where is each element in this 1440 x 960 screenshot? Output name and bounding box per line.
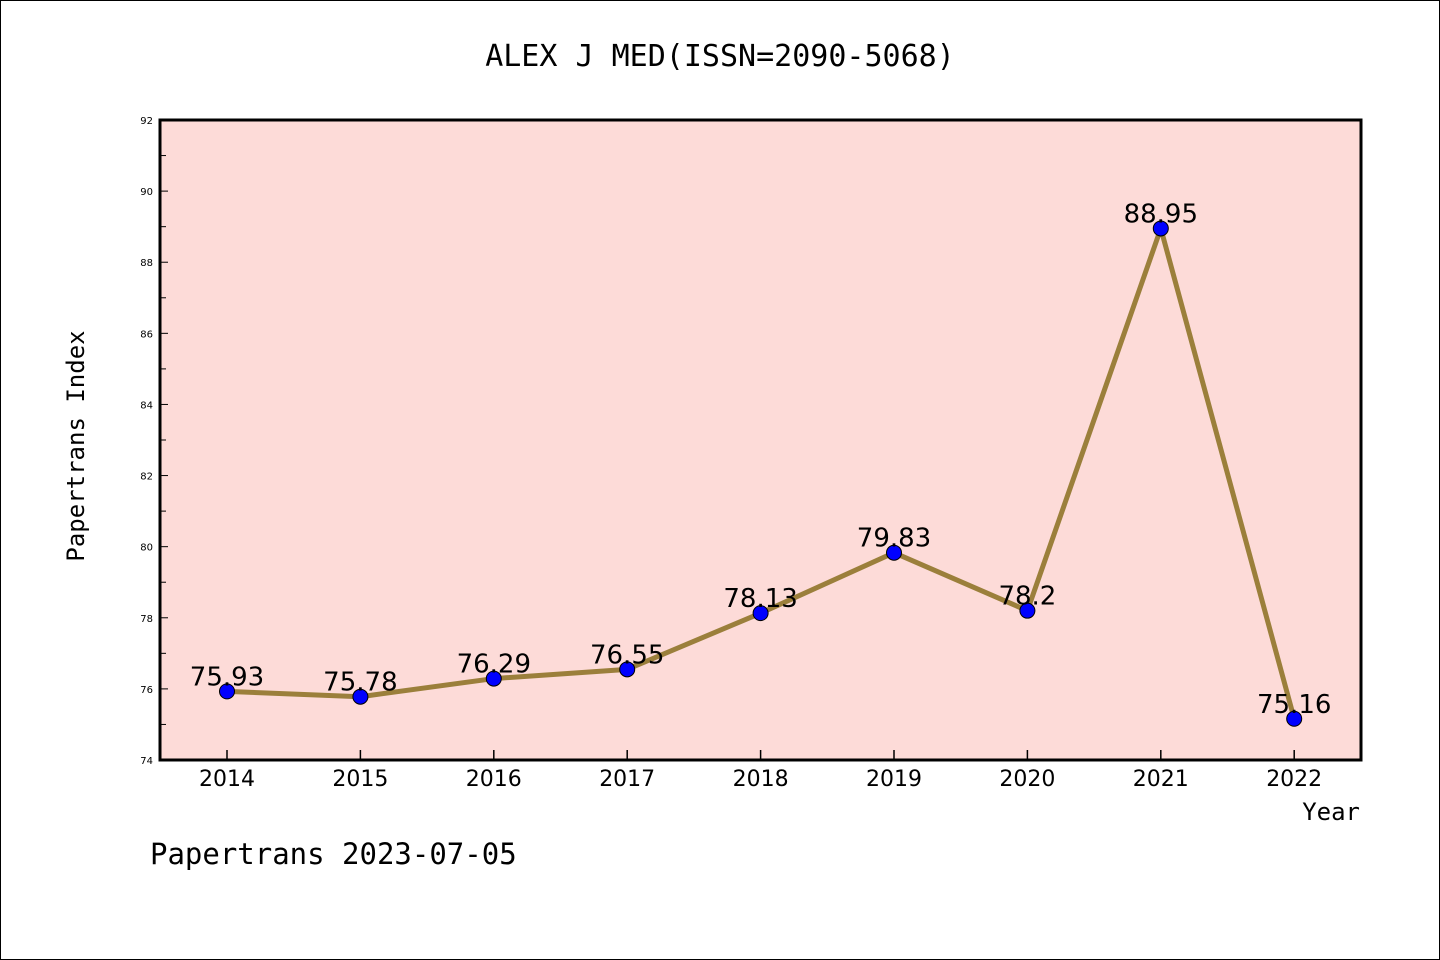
x-tick-label: 2018 xyxy=(733,767,789,792)
data-label: 78.2 xyxy=(998,582,1056,612)
data-label: 76.29 xyxy=(457,650,531,680)
data-label: 78.13 xyxy=(723,584,797,614)
series-group: 75.93 75.78 76.29 76.55 78.13 79.83 78.2 88.95 7… xyxy=(190,199,1331,727)
y-tick-label: 86 xyxy=(140,329,153,340)
x-axis-label: Year xyxy=(1302,798,1360,826)
data-label: 75.78 xyxy=(323,668,397,698)
data-label: 76.55 xyxy=(590,640,664,670)
data-point xyxy=(886,544,902,561)
data-label: 75.93 xyxy=(190,662,264,692)
x-axis: 2014 2015 2016 2017 2018 2019 2020 2021 2022 xyxy=(199,750,1322,792)
x-tick-label: 2022 xyxy=(1266,767,1322,792)
x-tick-label: 2015 xyxy=(332,767,388,792)
x-tick-label: 2017 xyxy=(599,767,655,792)
data-label: 79.83 xyxy=(857,524,931,554)
x-tick-label: 2021 xyxy=(1133,767,1189,792)
x-tick-label: 2014 xyxy=(199,767,255,792)
data-point xyxy=(219,683,235,700)
footer-text: Papertrans 2023-07-05 xyxy=(150,837,517,871)
y-tick-label: 80 xyxy=(140,543,153,554)
data-point xyxy=(485,670,502,687)
data-label: 88.95 xyxy=(1124,199,1198,229)
y-tick-label: 82 xyxy=(140,472,153,483)
data-point xyxy=(752,605,769,622)
y-tick-label: 84 xyxy=(140,400,153,411)
data-point xyxy=(619,661,636,678)
y-tick-label: 92 xyxy=(140,116,153,127)
y-tick-label: 88 xyxy=(140,258,153,269)
y-axis: 74 76 78 80 82 84 86 88 90 92 xyxy=(140,116,168,767)
x-tick-label: 2019 xyxy=(866,767,922,792)
y-tick-label: 78 xyxy=(140,614,153,625)
chart-title: ALEX J MED(ISSN=2090-5068) xyxy=(485,39,955,74)
y-tick-label: 90 xyxy=(140,187,153,198)
y-tick-label: 76 xyxy=(140,685,153,696)
data-point xyxy=(352,688,369,705)
data-point xyxy=(1286,710,1303,727)
x-tick-label: 2020 xyxy=(999,767,1055,792)
y-tick-label: 74 xyxy=(140,756,153,767)
data-point xyxy=(1152,220,1169,237)
data-point xyxy=(1019,602,1036,619)
data-label: 75.16 xyxy=(1257,690,1331,720)
x-tick-label: 2016 xyxy=(466,767,522,792)
y-axis-label: Papertrans Index xyxy=(62,330,90,561)
